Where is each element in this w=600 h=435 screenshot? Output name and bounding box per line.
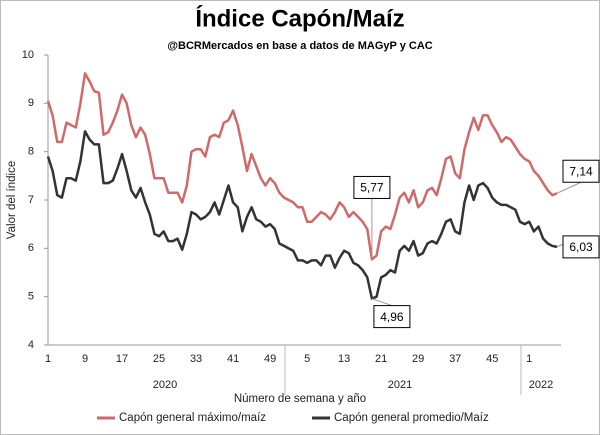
- chart-subtitle: @BCRMercados en base a datos de MAGyP y …: [167, 40, 432, 52]
- value-label-box: [373, 305, 411, 329]
- series-line: [46, 130, 558, 300]
- x-tick-label: 5: [304, 353, 310, 365]
- x-tick-label: 41: [227, 353, 239, 365]
- value-label-box: [562, 159, 600, 183]
- value-label: 4,96: [380, 310, 404, 324]
- chart-title: Índice Capón/Maíz: [195, 4, 404, 32]
- x-tick-label: 49: [264, 353, 276, 365]
- y-tick-label: 9: [28, 97, 34, 109]
- x-tick-label: 13: [338, 353, 350, 365]
- y-axis-title: Valor del índice: [6, 161, 18, 239]
- y-tick-label: 4: [28, 339, 34, 351]
- leader-line: [556, 181, 582, 194]
- x-tick-label: 45: [486, 353, 498, 365]
- y-tick-label: 7: [28, 194, 34, 206]
- x-tick-label: 29: [412, 353, 424, 365]
- x-tick-label: 25: [153, 353, 165, 365]
- x-tick-label: 17: [116, 353, 128, 365]
- y-tick-label: 6: [28, 242, 34, 254]
- x-group-label: 2022: [529, 379, 553, 391]
- x-axis-title: Número de semana y año: [234, 393, 366, 405]
- x-tick-label: 37: [449, 353, 461, 365]
- series-line: [46, 72, 558, 261]
- x-tick-label: 21: [375, 353, 387, 365]
- y-tick-label: 5: [28, 291, 34, 303]
- value-label: 7,14: [569, 164, 593, 178]
- value-label-box: [353, 175, 391, 199]
- value-label: 6,03: [569, 240, 593, 254]
- value-label-box: [562, 235, 600, 259]
- x-group-label: 2021: [388, 379, 412, 391]
- leader-line: [371, 298, 393, 307]
- x-group-label: 2020: [153, 379, 177, 391]
- x-tick-label: 1: [45, 353, 51, 365]
- value-label: 5,77: [360, 181, 384, 195]
- x-tick-label: 33: [190, 353, 202, 365]
- y-tick-label: 10: [22, 49, 34, 61]
- legend-label: Capón general promedio/Maíz: [334, 412, 489, 424]
- x-tick-label: 1: [526, 353, 532, 365]
- legend-label: Capón general máximo/maíz: [119, 412, 266, 424]
- x-tick-label: 9: [82, 353, 88, 365]
- y-tick-label: 8: [28, 146, 34, 158]
